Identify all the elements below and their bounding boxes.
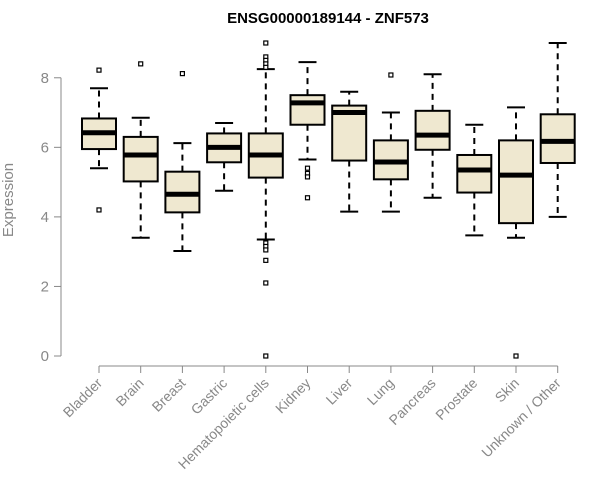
x-tick-label: Kidney <box>272 375 314 417</box>
box-lung <box>372 72 409 213</box>
outlier-point <box>263 247 269 253</box>
outlier-point <box>179 71 185 77</box>
y-tick-label: 2 <box>41 278 49 295</box>
box-bladder <box>81 67 117 213</box>
box-iqr <box>414 109 451 151</box>
x-tick-label: Lung <box>364 375 397 408</box>
x-tick-label: Breast <box>149 375 189 415</box>
x-tick-label: Brain <box>112 375 146 409</box>
outlier-point <box>304 174 311 180</box>
outlier-point <box>263 257 269 263</box>
outlier-point <box>304 195 311 201</box>
box-kidney <box>289 61 326 201</box>
outlier-point <box>388 72 394 78</box>
box-pancreas <box>414 73 451 199</box>
x-tick-label: Liver <box>323 375 356 408</box>
x-tick-label: Prostate <box>432 375 480 423</box>
box-hematopoietic-cells <box>247 40 284 359</box>
x-tick-label: Skin <box>492 375 523 406</box>
box-iqr <box>456 153 493 194</box>
box-gastric <box>206 121 243 192</box>
box-brain <box>122 61 159 239</box>
box-skin <box>498 106 534 359</box>
outlier-point <box>263 64 269 70</box>
boxes-group <box>81 40 576 359</box>
outlier-point <box>263 280 269 286</box>
outlier-point <box>96 207 102 213</box>
box-unknown-other <box>539 42 576 218</box>
box-breast <box>164 71 201 252</box>
y-tick-label: 6 <box>41 139 49 156</box>
outlier-point <box>96 67 102 73</box>
y-tick-label: 8 <box>41 70 49 87</box>
box-iqr <box>289 94 326 126</box>
outlier-point <box>513 353 519 359</box>
box-iqr <box>539 113 576 164</box>
y-tick-label: 0 <box>41 348 49 365</box>
outlier-point <box>263 353 269 359</box>
x-tick-label: Bladder <box>60 375 106 421</box>
outlier-point <box>138 61 144 67</box>
chart-title: ENSG00000189144 - ZNF573 <box>227 10 429 27</box>
box-iqr <box>498 139 534 225</box>
y-tick-label: 4 <box>41 209 49 226</box>
y-axis: 0 2 4 6 8 <box>41 70 62 365</box>
outlier-point <box>263 40 269 46</box>
box-prostate <box>456 123 493 237</box>
x-tick-label: Unknown / Other <box>478 375 564 461</box>
outlier-point <box>304 165 311 171</box>
box-iqr <box>122 135 159 183</box>
box-liver <box>331 90 368 213</box>
y-axis-label: Expression <box>0 163 17 237</box>
